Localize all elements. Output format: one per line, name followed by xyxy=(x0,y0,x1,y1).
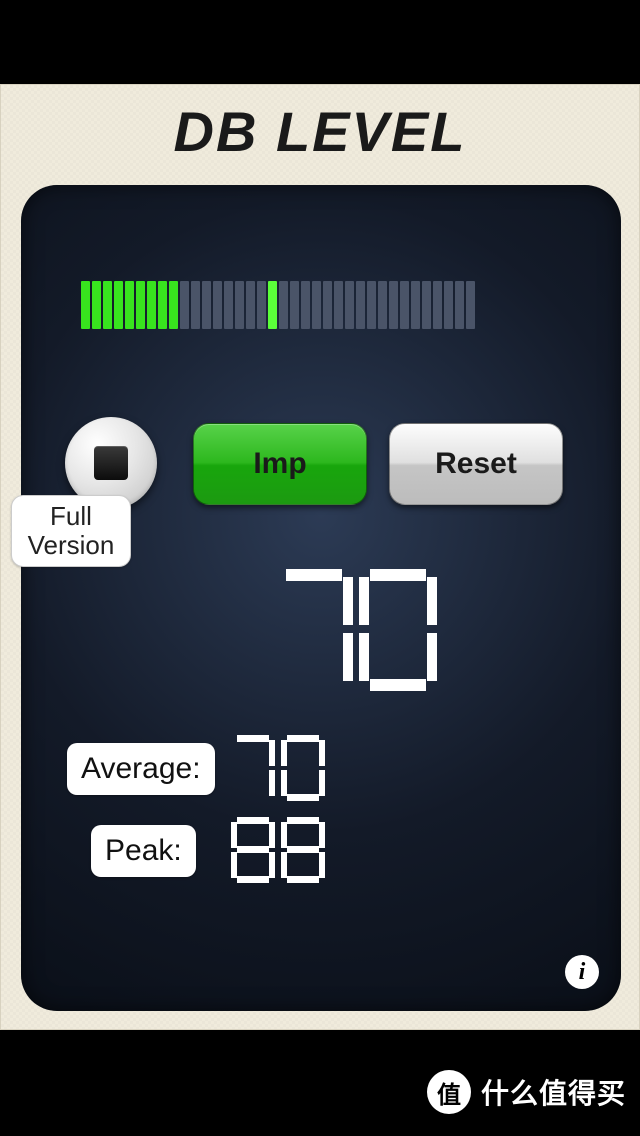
meter-segment xyxy=(81,281,90,329)
meter-segment xyxy=(356,281,365,329)
digit xyxy=(281,735,325,801)
meter-segment xyxy=(257,281,266,329)
digit xyxy=(231,817,275,883)
meter-segment xyxy=(378,281,387,329)
watermark-badge-icon: 值 xyxy=(427,1070,471,1114)
meter-segment xyxy=(389,281,398,329)
meter-segment xyxy=(334,281,343,329)
digit xyxy=(231,735,275,801)
meter-segment xyxy=(367,281,376,329)
meter-segment xyxy=(279,281,288,329)
meter-segment xyxy=(268,281,277,329)
meter-segment xyxy=(312,281,321,329)
meter-segment xyxy=(444,281,453,329)
meter-segment xyxy=(136,281,145,329)
paper-panel: DB LEVEL Imp Reset Full Version Average:… xyxy=(0,84,640,1030)
meter-segment xyxy=(158,281,167,329)
meter-segment xyxy=(213,281,222,329)
meter-segment xyxy=(466,281,475,329)
reset-button[interactable]: Reset xyxy=(389,423,563,505)
main-reading xyxy=(275,569,437,691)
meter-segment xyxy=(235,281,244,329)
meter-segment xyxy=(455,281,464,329)
meter-segment xyxy=(290,281,299,329)
watermark-text: 什么值得买 xyxy=(481,1072,626,1112)
meter-segment xyxy=(224,281,233,329)
digit xyxy=(281,817,325,883)
imp-button[interactable]: Imp xyxy=(193,423,367,505)
average-reading xyxy=(231,735,325,801)
meter-segment xyxy=(180,281,189,329)
meter-segment xyxy=(147,281,156,329)
meter-segment xyxy=(103,281,112,329)
meter-segment xyxy=(114,281,123,329)
meter-segment xyxy=(301,281,310,329)
meter-segment xyxy=(433,281,442,329)
digit xyxy=(275,569,353,691)
meter-segment xyxy=(400,281,409,329)
digit xyxy=(359,569,437,691)
meter-segment xyxy=(202,281,211,329)
full-version-button[interactable]: Full Version xyxy=(11,495,131,567)
meter-segment xyxy=(125,281,134,329)
meter-segment xyxy=(246,281,255,329)
level-meter xyxy=(81,281,475,329)
app-title: DB LEVEL xyxy=(1,99,639,164)
meter-segment xyxy=(411,281,420,329)
peak-reading xyxy=(231,817,325,883)
watermark: 值 什么值得买 xyxy=(427,1070,626,1114)
stop-icon xyxy=(94,446,128,480)
meter-segment xyxy=(422,281,431,329)
meter-segment xyxy=(169,281,178,329)
info-button[interactable]: i xyxy=(565,955,599,989)
average-label: Average: xyxy=(67,743,215,795)
meter-segment xyxy=(323,281,332,329)
peak-label: Peak: xyxy=(91,825,196,877)
meter-segment xyxy=(92,281,101,329)
meter-segment xyxy=(191,281,200,329)
meter-segment xyxy=(345,281,354,329)
display-panel: Imp Reset Full Version Average: Peak: i xyxy=(21,185,621,1011)
